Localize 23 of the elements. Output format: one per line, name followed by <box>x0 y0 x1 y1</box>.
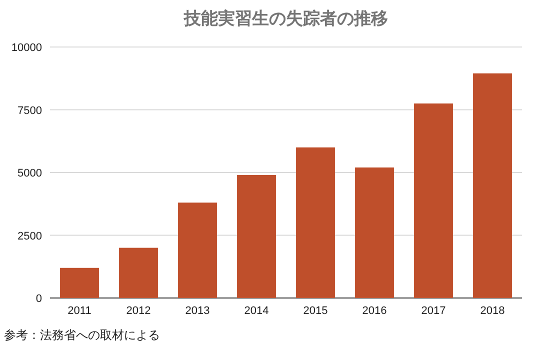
y-tick-label: 2500 <box>18 230 42 242</box>
chart-title: 技能実習生の失踪者の推移 <box>183 9 388 28</box>
y-tick-label: 0 <box>36 293 42 305</box>
x-tick-label: 2017 <box>421 305 446 317</box>
x-tick-label: 2012 <box>126 305 151 317</box>
bar <box>473 73 512 298</box>
x-tick-label: 2014 <box>244 305 269 317</box>
x-tick-label: 2011 <box>68 305 92 317</box>
bar <box>60 268 99 298</box>
y-tick-label: 5000 <box>18 168 42 180</box>
text: 参考：法務省への取材による <box>4 328 160 342</box>
bar <box>178 202 217 298</box>
x-tick-label: 2018 <box>480 305 505 317</box>
x-tick-label: 2016 <box>362 305 387 317</box>
bar <box>296 147 335 298</box>
bar <box>414 103 453 298</box>
y-tick-label: 7500 <box>18 104 42 117</box>
bar <box>355 167 394 298</box>
x-tick-label: 2013 <box>185 305 210 317</box>
bar <box>119 248 158 298</box>
y-tick-label: 10000 <box>11 42 42 54</box>
bar <box>237 175 276 298</box>
x-tick-label: 2015 <box>303 305 328 317</box>
